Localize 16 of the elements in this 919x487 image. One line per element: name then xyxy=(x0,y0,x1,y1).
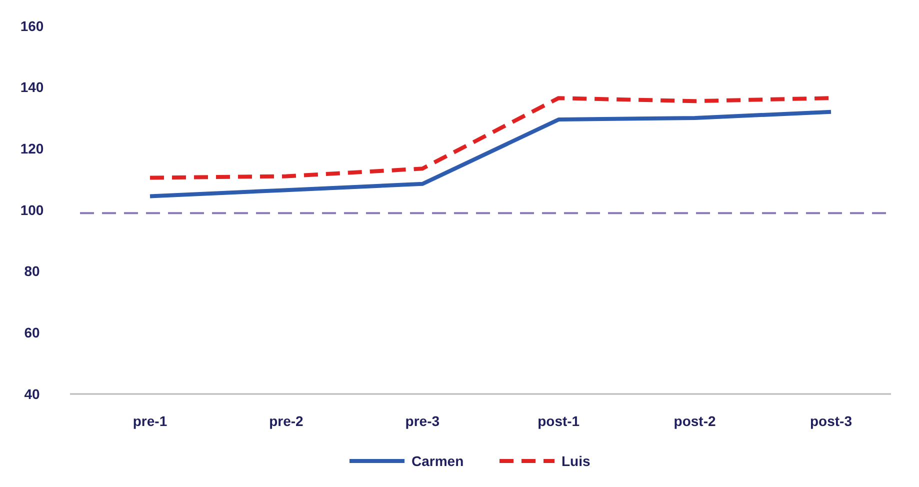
x-tick-label: post-1 xyxy=(538,413,580,429)
y-tick-label: 100 xyxy=(20,202,44,218)
y-tick-label: 160 xyxy=(20,18,44,34)
legend-label: Carmen xyxy=(412,452,464,469)
y-tick-label: 80 xyxy=(24,263,40,280)
line-series xyxy=(148,110,833,198)
y-tick-label: 120 xyxy=(20,140,44,157)
x-tick-label: pre-1 xyxy=(132,413,168,429)
y-tick-label: 40 xyxy=(24,386,40,402)
y-tick-label: 140 xyxy=(20,79,44,96)
x-tick-label: pre-3 xyxy=(405,413,440,429)
x-tick-label: pre-2 xyxy=(269,413,304,429)
x-tick-label: post-2 xyxy=(674,413,716,429)
y-tick-label: 60 xyxy=(24,324,40,341)
legend-label: Luis xyxy=(562,452,590,469)
x-tick-label: post-3 xyxy=(810,413,852,429)
